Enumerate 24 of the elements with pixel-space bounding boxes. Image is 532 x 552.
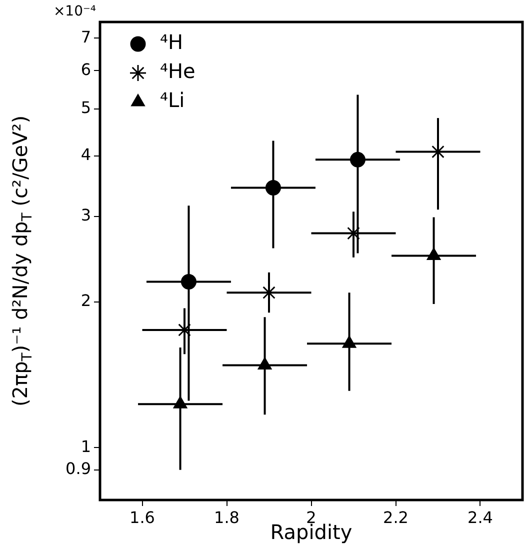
y-tick-label: 1	[80, 436, 91, 456]
point	[173, 396, 188, 408]
x-tick-label: 1.6	[130, 508, 155, 527]
x-tick-label: 2.2	[383, 508, 408, 527]
point	[258, 357, 272, 370]
legend-label: ⁴He	[160, 59, 196, 84]
y-tick-label: 0.9	[66, 459, 91, 478]
x-tick-label: 2.4	[468, 508, 493, 527]
y-tick-label: 2	[80, 290, 91, 310]
text: ×10⁻⁴	[53, 4, 96, 20]
point	[426, 248, 441, 260]
legend-label: ⁴H	[160, 30, 184, 54]
y-tick-label: 7	[80, 27, 91, 46]
y-tick-label: 3	[80, 206, 91, 225]
x-tick-label: 1.8	[214, 508, 240, 527]
y-axis-title: (2πpT)⁻¹ d²N/dy dpT (c²/GeV²)	[8, 115, 36, 407]
point	[350, 152, 366, 168]
y-tick-label: 4	[80, 145, 91, 164]
point	[342, 336, 356, 348]
point	[265, 180, 281, 196]
y-tick-label: 5	[80, 98, 91, 118]
point	[180, 274, 196, 290]
legend-label: ⁴Li	[160, 88, 185, 112]
y-tick-label: 6	[80, 60, 91, 79]
